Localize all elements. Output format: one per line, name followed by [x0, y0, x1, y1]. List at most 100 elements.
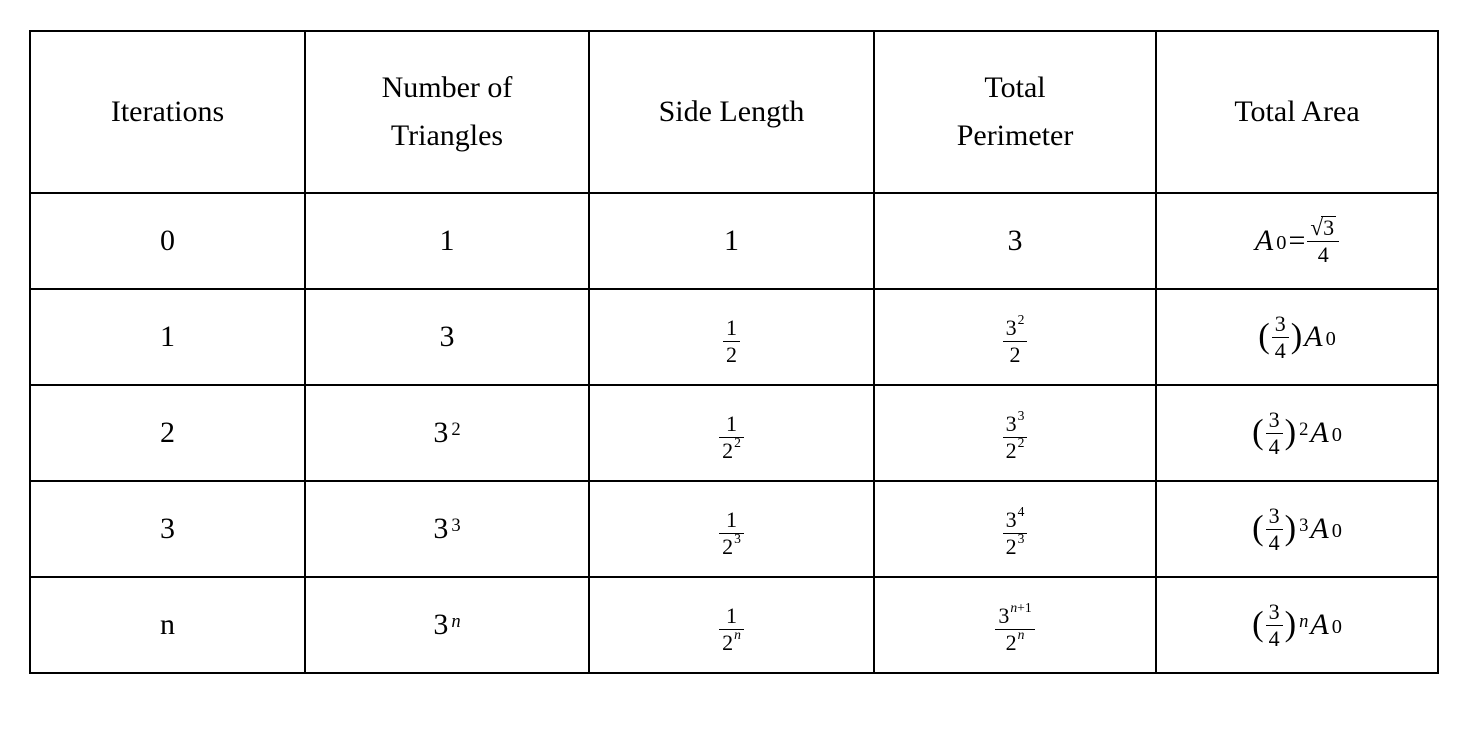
- math-frac-den: 2n: [719, 630, 744, 654]
- math-text: 4: [1269, 530, 1280, 555]
- table-cell: (34)A0: [1156, 289, 1438, 385]
- table-cell: 2: [30, 385, 305, 481]
- table-row: 1 3 12 322 (34)A0: [30, 289, 1438, 385]
- cell-text: 1: [440, 224, 455, 257]
- table-cell: 1: [30, 289, 305, 385]
- math-sup: 2: [1018, 312, 1025, 327]
- cell-math: 3n+12n: [995, 605, 1034, 654]
- math-frac-num: 3: [1266, 601, 1283, 625]
- table-cell: (34)nA0: [1156, 577, 1438, 673]
- cell-math: (34)3A0: [1252, 505, 1342, 554]
- cell-text: 1: [724, 224, 739, 257]
- math-var: A: [1310, 608, 1328, 642]
- cell-math: (34)nA0: [1252, 601, 1342, 650]
- math-frac-den: 23: [1003, 534, 1028, 558]
- cell-text: n: [160, 608, 175, 641]
- math-frac-num: 1: [723, 413, 740, 437]
- cell-math: 12n: [719, 605, 744, 654]
- table-cell: A0 = √34: [1156, 193, 1438, 289]
- header-label: Total Area: [1234, 95, 1359, 128]
- math-frac-den: 22: [719, 438, 744, 462]
- math-text: 2: [722, 534, 733, 559]
- math-text: 2: [1006, 630, 1017, 655]
- math-frac-num: 3n+1: [995, 605, 1034, 629]
- math-sup: n: [734, 627, 741, 642]
- table-row: 0113A0 = √34: [30, 193, 1438, 289]
- math-text: 3: [1269, 599, 1280, 624]
- cell-math: 122: [719, 413, 744, 462]
- math-frac-den: 4: [1266, 530, 1283, 554]
- table-head: Iterations Number ofTriangles Side Lengt…: [30, 31, 1438, 193]
- math-text: 4: [1269, 626, 1280, 651]
- math-text: 3: [1269, 407, 1280, 432]
- cell-math: 12: [723, 317, 740, 366]
- math-var: A: [1304, 320, 1322, 354]
- math-text: 3: [998, 603, 1009, 628]
- math-frac-den: 4: [1272, 338, 1289, 362]
- math-text: +1: [1017, 600, 1032, 615]
- math-frac: 3423: [1003, 509, 1028, 558]
- math-frac: 34: [1272, 313, 1289, 362]
- cell-math: 322: [1003, 317, 1028, 366]
- cell-math: (34)A0: [1258, 313, 1336, 362]
- cell-math: (34)2A0: [1252, 409, 1342, 458]
- cell-text: 1: [160, 320, 175, 353]
- table-cell: 3n+12n: [874, 577, 1156, 673]
- cell-text: 3: [160, 512, 175, 545]
- math-text: 3: [1269, 503, 1280, 528]
- cell-math: 123: [719, 509, 744, 558]
- math-frac-num: 3: [1266, 505, 1283, 529]
- math-frac-den: 2: [723, 342, 740, 366]
- math-text: 3: [1275, 311, 1286, 336]
- table-cell: 1: [305, 193, 589, 289]
- table-cell: 32: [305, 385, 589, 481]
- table-cell: 12: [589, 289, 874, 385]
- math-text: 2: [1010, 342, 1021, 367]
- math-text: 3: [433, 608, 448, 642]
- math-frac-num: 34: [1003, 509, 1028, 533]
- math-frac-num: 3: [1272, 313, 1289, 337]
- math-var: A: [1310, 416, 1328, 450]
- table-cell: (34)2A0: [1156, 385, 1438, 481]
- math-frac-num: 1: [723, 605, 740, 629]
- math-text: 2: [726, 342, 737, 367]
- math-frac-den: 4: [1266, 626, 1283, 650]
- math-sup: n: [1018, 627, 1025, 642]
- cell-math: 3322: [1003, 413, 1028, 462]
- cell-math: A0 = √34: [1255, 216, 1339, 266]
- table-cell: 123: [589, 481, 874, 577]
- math-frac: 3322: [1003, 413, 1028, 462]
- math-frac-num: 3: [1266, 409, 1283, 433]
- table-row: 2321223322(34)2A0: [30, 385, 1438, 481]
- math-text: =: [1288, 224, 1305, 258]
- math-var: A: [1310, 512, 1328, 546]
- math-frac: 34: [1266, 409, 1283, 458]
- math-frac-den: 2n: [1003, 630, 1028, 654]
- header-label: Perimeter: [957, 119, 1074, 152]
- cell-text: 0: [160, 224, 175, 257]
- math-frac-den: 4: [1266, 434, 1283, 458]
- math-sqrt: √3: [1310, 216, 1336, 239]
- table-cell: 33: [305, 481, 589, 577]
- math-frac-den: 23: [719, 534, 744, 558]
- table-cell: 3: [30, 481, 305, 577]
- col-header: Side Length: [589, 31, 874, 193]
- cell-text: 2: [160, 416, 175, 449]
- math-sup: 3: [734, 531, 741, 546]
- math-sup: n+1: [1010, 600, 1031, 615]
- header-label: Side Length: [659, 95, 805, 128]
- header-row: Iterations Number ofTriangles Side Lengt…: [30, 31, 1438, 193]
- math-text: 2: [722, 438, 733, 463]
- math-text: 1: [726, 507, 737, 532]
- math-text: 3: [1006, 411, 1017, 436]
- math-sup: 2: [1018, 435, 1025, 450]
- col-header: Total Area: [1156, 31, 1438, 193]
- table-cell: 0: [30, 193, 305, 289]
- header-label: Iterations: [111, 95, 224, 128]
- table-cell: 322: [874, 289, 1156, 385]
- math-text: 3: [433, 416, 448, 450]
- math-frac-num: 33: [1003, 413, 1028, 437]
- cell-math: 3423: [1003, 509, 1028, 558]
- math-frac: 12n: [719, 605, 744, 654]
- math-text: 4: [1318, 242, 1329, 267]
